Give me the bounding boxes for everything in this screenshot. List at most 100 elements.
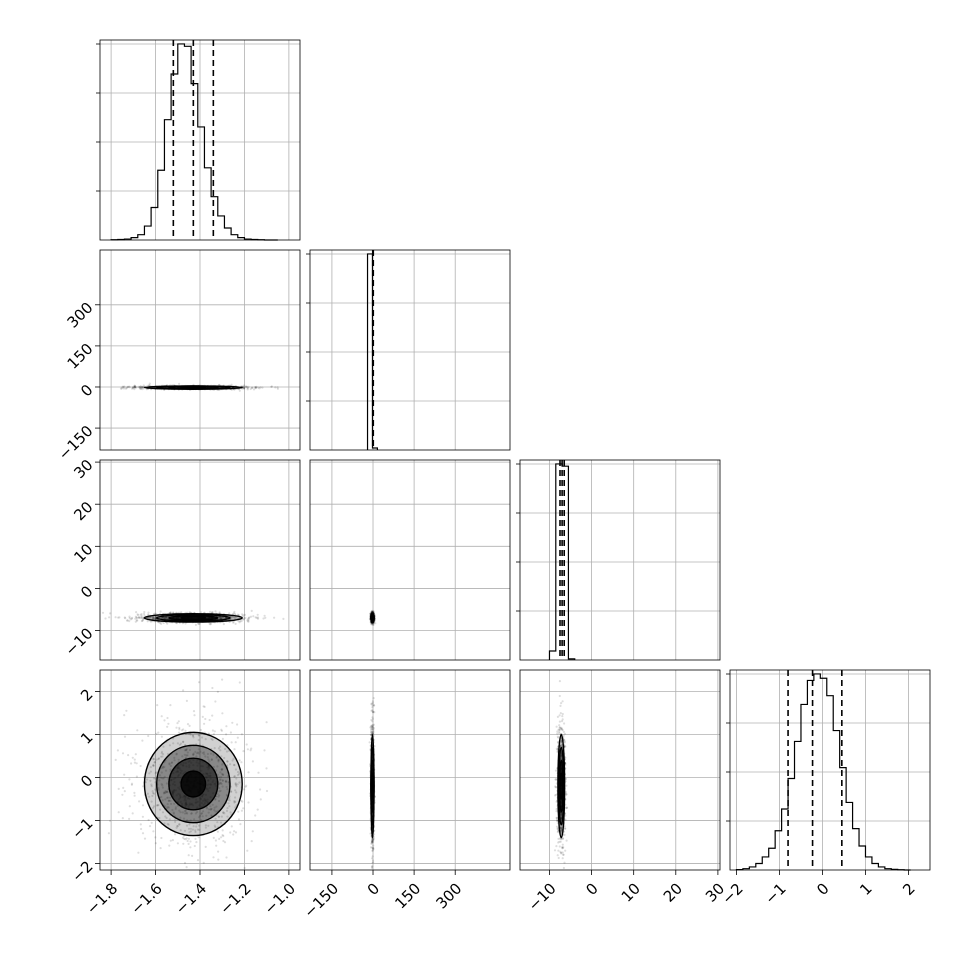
scatter-point: [250, 747, 253, 750]
scatter-point: [234, 616, 237, 619]
scatter-point: [224, 780, 227, 783]
scatter-point: [166, 617, 169, 620]
density-level: [371, 773, 374, 800]
scatter-point: [372, 728, 375, 731]
scatter-point: [370, 725, 373, 728]
scatter-point: [164, 798, 167, 801]
scatter-point: [246, 619, 249, 622]
scatter-point: [178, 728, 181, 731]
scatter-point: [230, 790, 233, 793]
scatter-point: [265, 767, 268, 770]
scatter-point: [204, 755, 207, 758]
scatter-point: [186, 754, 189, 757]
scatter-point: [371, 865, 374, 868]
scatter-point: [233, 801, 236, 804]
scatter-point: [562, 883, 564, 885]
scatter-point: [186, 839, 189, 843]
scatter-point: [107, 832, 110, 835]
scatter-point: [254, 814, 257, 817]
scatter-point: [141, 388, 144, 391]
scatter-point: [137, 385, 140, 388]
scatter-point: [136, 619, 139, 622]
scatter-point: [204, 845, 207, 849]
scatter-point: [562, 866, 566, 870]
scatter-point: [243, 866, 246, 870]
scatter-point: [224, 779, 227, 783]
scatter-point: [370, 610, 373, 614]
scatter-point: [256, 616, 260, 619]
scatter-point: [153, 761, 157, 764]
scatter-point: [208, 718, 211, 722]
scatter-point: [142, 612, 146, 615]
scatter-point: [247, 771, 250, 774]
scatter-point: [218, 783, 221, 786]
scatter-point: [370, 839, 373, 842]
scatter-point: [370, 611, 373, 614]
scatter-point: [264, 616, 267, 619]
scatter-point: [217, 758, 220, 761]
scatter-point: [560, 813, 563, 816]
scatter-point: [220, 768, 223, 771]
scatter-point: [226, 807, 229, 810]
scatter-point: [371, 706, 374, 709]
scatter-point: [187, 842, 190, 846]
scatter-point: [145, 388, 148, 391]
scatter-point: [138, 386, 141, 389]
scatter-point: [197, 748, 200, 751]
scatter-point: [372, 839, 375, 842]
scatter-point: [564, 818, 567, 822]
scatter-point: [159, 776, 163, 779]
scatter-point: [163, 719, 166, 722]
scatter-point: [372, 731, 375, 734]
scatter-point: [232, 833, 235, 836]
scatter-point: [166, 617, 169, 620]
scatter-point: [121, 752, 125, 755]
scatter-point: [218, 611, 221, 614]
scatter-point: [139, 823, 142, 826]
scatter-point: [221, 834, 224, 837]
scatter-point: [184, 729, 187, 732]
scatter-point: [222, 623, 225, 626]
scatter-point: [252, 388, 256, 391]
scatter-point: [220, 768, 223, 772]
scatter-point: [130, 783, 133, 786]
scatter-point: [142, 384, 145, 387]
scatter-point: [561, 843, 564, 846]
scatter-point: [183, 861, 187, 865]
scatter-point: [209, 752, 213, 755]
scatter-point: [153, 761, 156, 764]
scatter-point: [189, 846, 192, 849]
scatter-point: [122, 387, 126, 390]
scatter-point: [371, 849, 374, 853]
scatter-point: [221, 779, 224, 782]
scatter-point: [248, 616, 251, 619]
scatter-point: [234, 741, 237, 744]
scatter-point: [560, 753, 563, 756]
scatter-point: [371, 701, 375, 705]
scatter-point: [247, 618, 250, 622]
scatter-point: [171, 839, 174, 842]
scatter-point: [222, 811, 225, 814]
scatter-point: [169, 704, 172, 707]
scatter-point: [254, 387, 257, 390]
scatter-point: [198, 681, 201, 684]
scatter-point: [215, 755, 218, 758]
scatter-point: [152, 757, 155, 761]
scatter-point: [139, 613, 142, 616]
scatter-point: [219, 789, 222, 792]
scatter-point: [244, 385, 247, 388]
scatter-point: [203, 753, 206, 756]
density-contour: [180, 615, 207, 621]
scatter-point: [161, 777, 164, 780]
scatter-point: [134, 386, 137, 389]
scatter-point: [177, 720, 180, 723]
scatter-point: [139, 616, 143, 619]
scatter-point: [225, 750, 229, 753]
scatter-point: [218, 815, 221, 818]
scatter-point: [370, 726, 373, 730]
scatter-point: [207, 811, 210, 814]
scatter-point: [254, 386, 257, 389]
scatter-point: [220, 775, 223, 779]
scatter-point: [233, 775, 236, 778]
scatter-point: [249, 615, 253, 618]
